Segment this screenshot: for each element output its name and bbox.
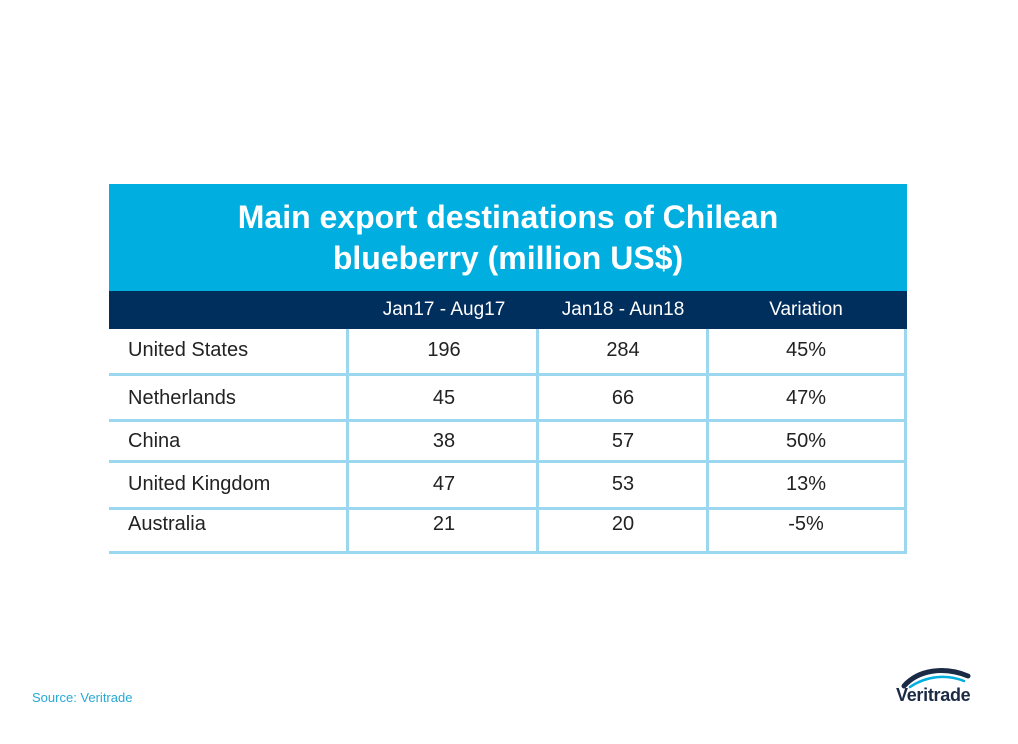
header-jan18-aun18: Jan18 - Aun18 [561, 299, 685, 320]
row-v2018-value: 20 [611, 513, 635, 535]
row-variation-value: 45% [785, 339, 827, 361]
row-v2018-value: 53 [611, 473, 635, 495]
row-v2018-value: 284 [606, 339, 640, 361]
column-divider [904, 329, 907, 554]
row-v2017-value: 196 [427, 339, 461, 361]
row-divider [109, 551, 907, 554]
row-v2017-value: 21 [432, 513, 456, 535]
data-table: Main export destinations of Chilean blue… [109, 184, 907, 554]
row-v2017-value: 45 [432, 387, 456, 409]
row-country: United States [128, 339, 249, 361]
column-divider [346, 329, 349, 554]
row-variation-value: 13% [785, 473, 827, 495]
row-divider [109, 419, 907, 422]
header-jan17-aug17: Jan17 - Aug17 [382, 299, 506, 320]
row-variation-value: 50% [785, 430, 827, 452]
row-variation-value: 47% [785, 387, 827, 409]
row-variation-value: -5% [788, 513, 824, 535]
table-title: Main export destinations of Chilean blue… [109, 184, 907, 291]
header-row: Jan17 - Aug17 Jan18 - Aun18 Variation [109, 291, 907, 329]
logo-swoosh-icon [901, 668, 971, 689]
row-divider [109, 460, 907, 463]
table-body: United States 196 284 45% Netherlands 45 66 47%… [109, 329, 907, 554]
row-v2018-value: 57 [611, 430, 635, 452]
source-note: Source: Veritrade [32, 690, 133, 705]
row-country: China [128, 430, 181, 452]
row-country: United Kingdom [128, 473, 271, 495]
row-divider [109, 373, 907, 376]
column-divider [706, 329, 709, 554]
veritrade-logo: Veritrade [896, 668, 986, 708]
row-country: Netherlands [128, 387, 236, 409]
title-line-2: blueberry (million US$) [332, 239, 684, 276]
row-v2017-value: 47 [432, 473, 456, 495]
row-v2017-value: 38 [432, 430, 456, 452]
title-line-1: Main export destinations of Chilean [237, 198, 779, 235]
column-divider [536, 329, 539, 554]
row-divider [109, 507, 907, 510]
row-v2018-value: 66 [611, 387, 635, 409]
logo-text: Veritrade [896, 685, 971, 705]
header-variation: Variation [769, 299, 843, 320]
row-country: Australia [128, 513, 206, 535]
